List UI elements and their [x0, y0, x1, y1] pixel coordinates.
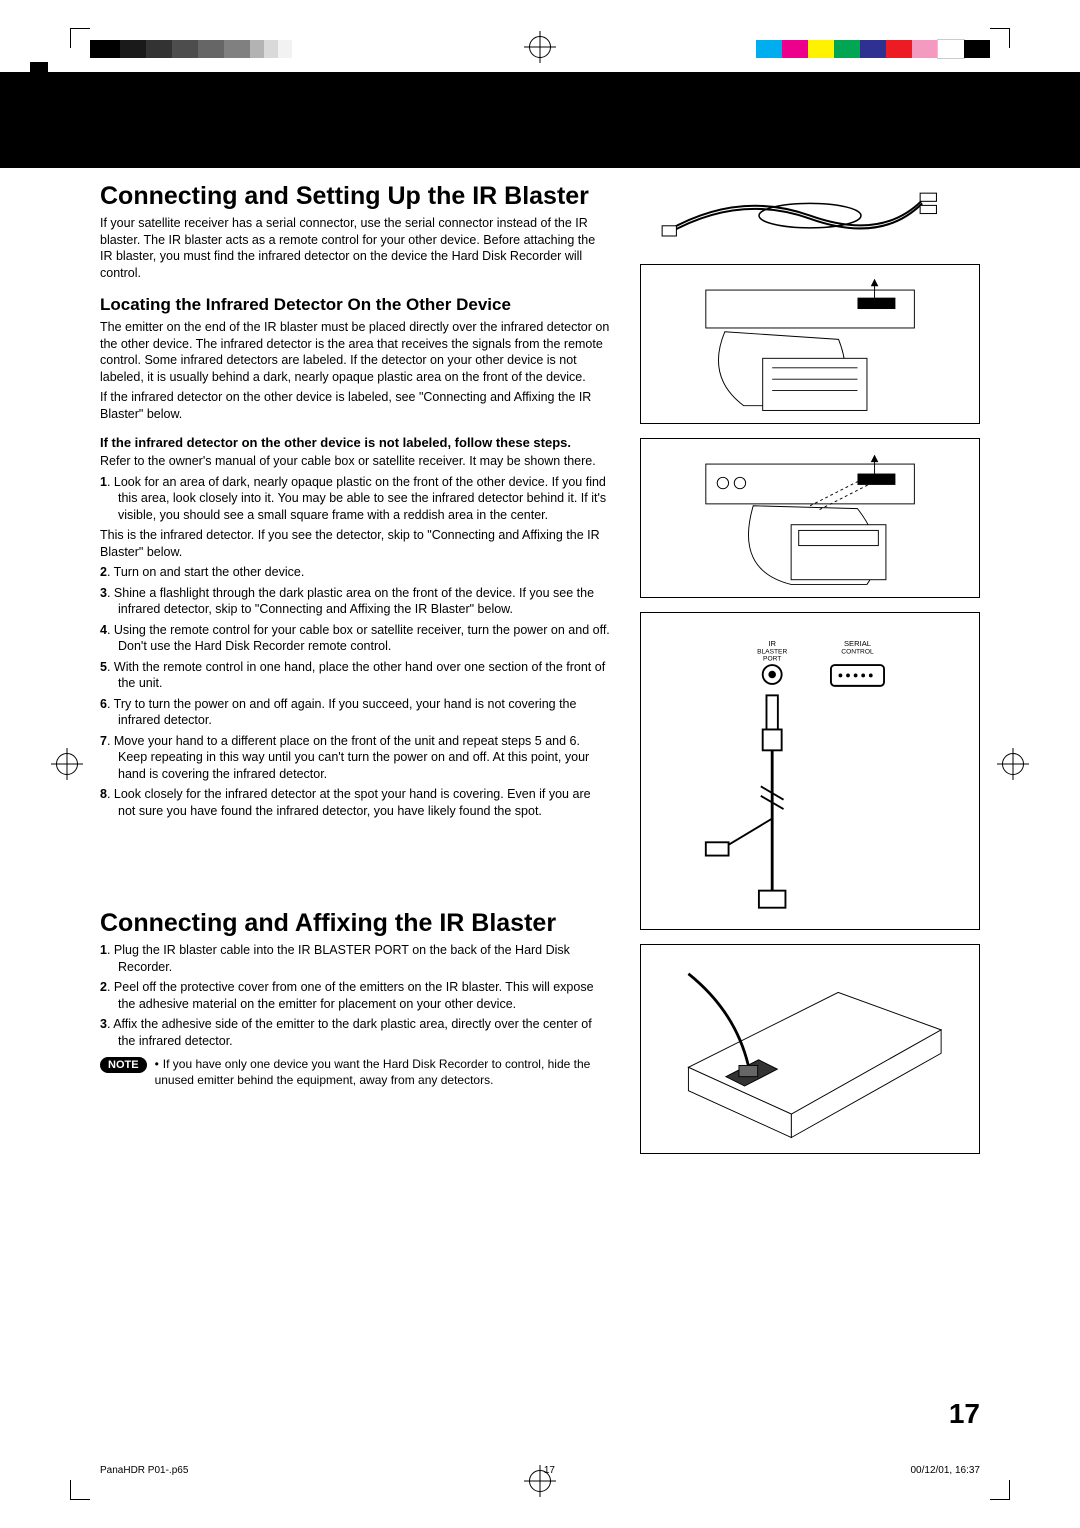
body-paragraph: Refer to the owner's manual of your cabl…: [100, 453, 610, 470]
figure-cable: [640, 182, 980, 250]
section-title: Connecting and Affixing the IR Blaster: [100, 909, 610, 938]
note-body: If you have only one device you want the…: [155, 1057, 591, 1087]
body-paragraph: The emitter on the end of the IR blaster…: [100, 319, 610, 385]
list-item: 5. With the remote control in one hand, …: [100, 659, 610, 692]
body-paragraph: If the infrared detector on the other de…: [100, 389, 610, 422]
svg-text:IR: IR: [768, 639, 776, 648]
print-tab: [30, 62, 48, 72]
swatch: [964, 40, 990, 58]
swatch: [198, 40, 224, 58]
crop-mark: [990, 1480, 1010, 1500]
footer-right: 00/12/01, 16:37: [910, 1465, 980, 1476]
swatch: [146, 40, 172, 58]
header-black-band: [0, 72, 1080, 168]
swatch: [834, 40, 860, 58]
footer-mid: 17: [544, 1465, 555, 1476]
swatch: [278, 40, 292, 58]
figure-port-cable: IR BLASTER PORT SERIAL CONTROL: [640, 612, 980, 930]
list-item: 1. Plug the IR blaster cable into the IR…: [100, 942, 610, 975]
grayscale-colorbar: [90, 40, 292, 58]
list-item: 3. Shine a flashlight through the dark p…: [100, 585, 610, 618]
figure-hand-device-2: [640, 438, 980, 598]
note-row: NOTE •If you have only one device you wa…: [100, 1057, 610, 1089]
swatch: [756, 40, 782, 58]
swatch: [808, 40, 834, 58]
svg-text:SERIAL: SERIAL: [844, 639, 871, 648]
registration-mark: [1002, 753, 1024, 775]
list-item: 4. Using the remote control for your cab…: [100, 622, 610, 655]
svg-text:CONTROL: CONTROL: [841, 648, 874, 655]
swatch: [912, 40, 938, 58]
swatch: [120, 40, 146, 58]
page-content: Connecting and Setting Up the IR Blaster…: [100, 182, 980, 1089]
swatch: [90, 40, 120, 58]
registration-mark: [56, 753, 78, 775]
subsection-title: Locating the Infrared Detector On the Ot…: [100, 295, 610, 315]
list-item: 6. Try to turn the power on and off agai…: [100, 696, 610, 729]
swatch: [224, 40, 250, 58]
registration-mark: [529, 36, 551, 58]
footer: PanaHDR P01-.p65 17 00/12/01, 16:37: [100, 1465, 980, 1476]
figure-affix-emitter: [640, 944, 980, 1154]
steps-list: 1. Plug the IR blaster cable into the IR…: [100, 942, 610, 1049]
list-item: 3. Affix the adhesive side of the emitte…: [100, 1016, 610, 1049]
svg-text:PORT: PORT: [763, 655, 781, 662]
list-item: 2. Turn on and start the other device.: [100, 564, 610, 581]
swatch: [886, 40, 912, 58]
note-text: •If you have only one device you want th…: [155, 1057, 610, 1089]
figures-column: IR BLASTER PORT SERIAL CONTROL: [640, 182, 980, 1168]
bold-lead: If the infrared detector on the other de…: [100, 434, 610, 451]
body-paragraph: This is the infrared detector. If you se…: [100, 527, 610, 560]
swatch: [250, 40, 264, 58]
note-badge: NOTE: [100, 1057, 147, 1073]
section-title: Connecting and Setting Up the IR Blaster: [100, 182, 610, 211]
swatch: [264, 40, 278, 58]
color-colorbar: [756, 40, 990, 58]
crop-mark: [70, 28, 90, 48]
intro-paragraph: If your satellite receiver has a serial …: [100, 215, 610, 281]
crop-mark: [70, 1480, 90, 1500]
footer-left: PanaHDR P01-.p65: [100, 1465, 188, 1476]
list-item: 1. Look for an area of dark, nearly opaq…: [100, 474, 610, 524]
page-number: 17: [949, 1398, 980, 1430]
swatch: [172, 40, 198, 58]
swatch: [782, 40, 808, 58]
figure-hand-device-1: [640, 264, 980, 424]
list-item: 7. Move your hand to a different place o…: [100, 733, 610, 783]
crop-mark: [990, 28, 1010, 48]
list-item: 8. Look closely for the infrared detecto…: [100, 786, 610, 819]
swatch: [938, 40, 964, 58]
list-item: 2. Peel off the protective cover from on…: [100, 979, 610, 1012]
steps-list: 1. Look for an area of dark, nearly opaq…: [100, 474, 610, 820]
swatch: [860, 40, 886, 58]
